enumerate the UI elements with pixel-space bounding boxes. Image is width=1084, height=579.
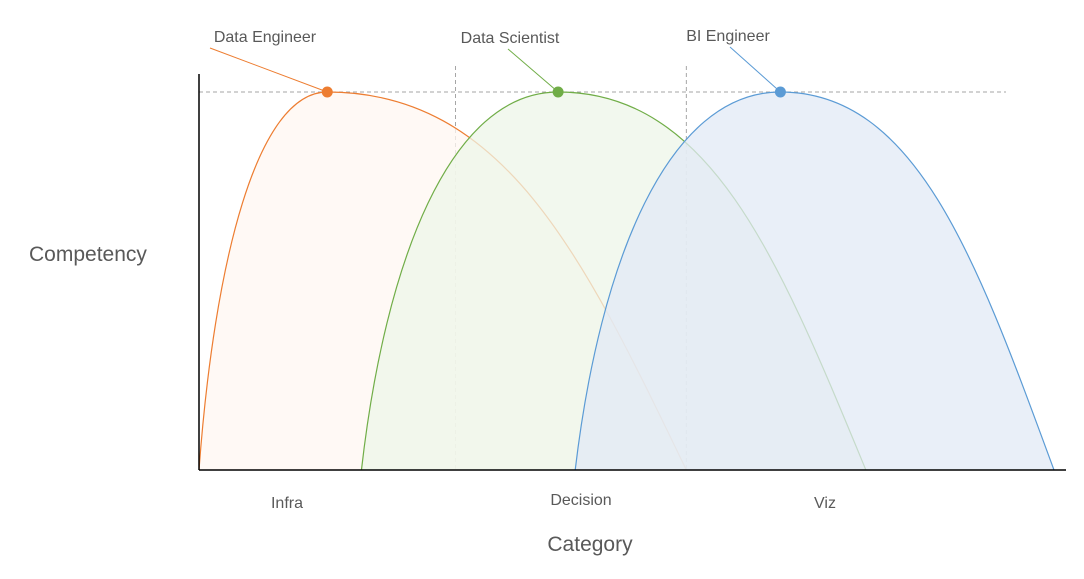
x-tick-label-infra: Infra [271, 495, 303, 512]
x-tick-label-viz: Viz [814, 495, 836, 512]
peak-label-data-engineer: Data Engineer [214, 29, 317, 46]
leader-line-bi-engineer [729, 46, 781, 93]
peak-marker-data-engineer [321, 86, 333, 98]
peak-marker-bi-engineer [774, 86, 786, 98]
marker-layer [209, 46, 786, 98]
x-axis-title: Category [547, 533, 633, 556]
peak-label-data-scientist: Data Scientist [461, 30, 560, 47]
peak-label-bi-engineer: BI Engineer [686, 28, 770, 45]
y-axis-title: Competency [29, 243, 147, 266]
leader-line-data-scientist [507, 48, 559, 93]
axis-layer [198, 74, 1066, 471]
text-layer: Competency Category Infra Decision Viz D… [29, 28, 836, 556]
area-layer [198, 91, 1055, 471]
x-tick-label-decision: Decision [550, 492, 611, 509]
peak-marker-data-scientist [552, 86, 564, 98]
area-fill-bi-engineer [575, 92, 1054, 470]
leader-line-data-engineer [209, 47, 328, 93]
